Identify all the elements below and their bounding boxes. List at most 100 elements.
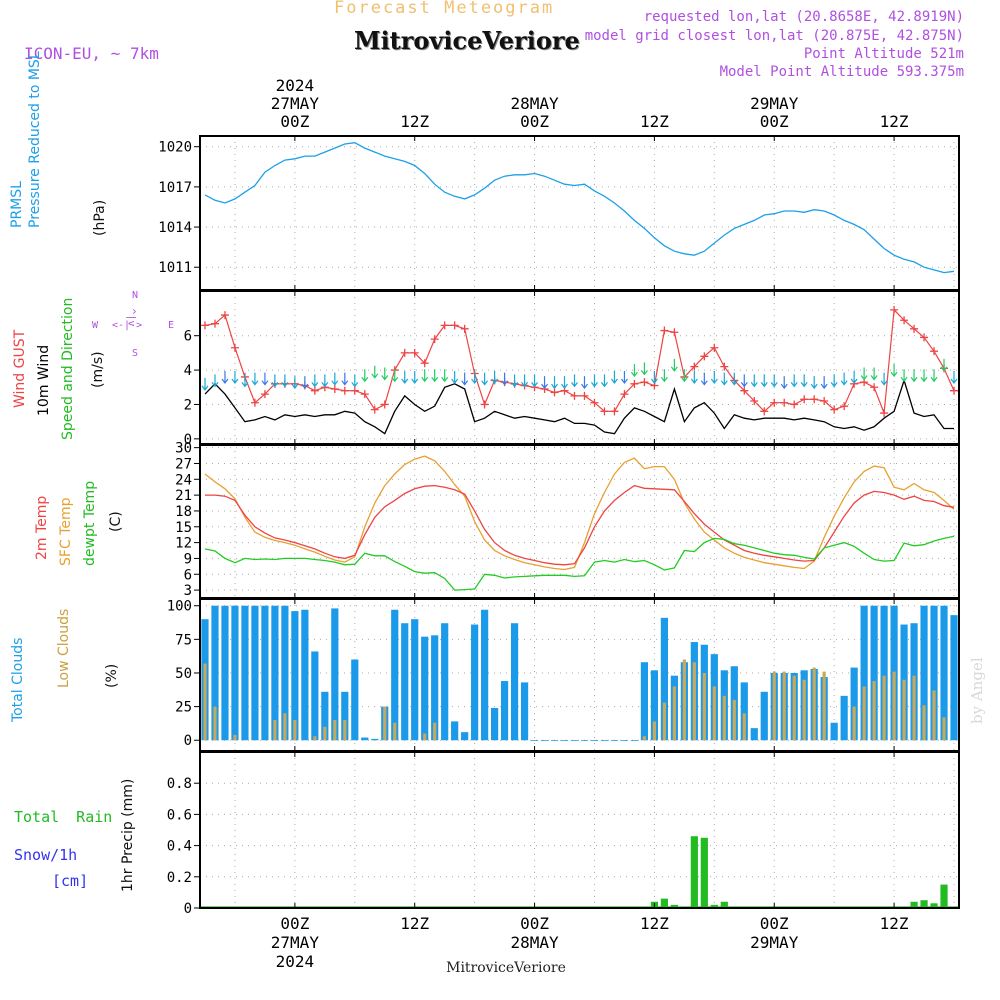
wind-direction-arrow	[860, 367, 868, 381]
wind-direction-arrow	[950, 370, 958, 384]
low-cloud-bar	[293, 720, 297, 741]
wind-direction-arrow	[760, 374, 768, 388]
y-tick-label: 75	[175, 632, 192, 648]
wind-direction-arrow	[780, 376, 788, 390]
total-cloud-bar	[221, 605, 229, 741]
wind-gust-marker	[790, 400, 799, 409]
total-cloud-bar	[391, 609, 399, 741]
wind-direction-arrow	[261, 372, 269, 386]
low-cloud-bar	[323, 726, 327, 741]
total-cloud-bar	[401, 623, 409, 741]
wind-gust-marker	[780, 398, 789, 407]
low-cloud-bar	[692, 662, 696, 741]
top-year-label: 2024	[276, 76, 315, 95]
y-tick-label: 1014	[158, 220, 192, 236]
wind-direction-arrow	[531, 374, 539, 388]
wind-gust-marker	[330, 384, 339, 393]
y-tick-label: 0	[184, 432, 192, 448]
low-cloud-bar	[393, 722, 397, 741]
low-cloud-bar	[313, 736, 317, 741]
wind-direction-arrow	[880, 372, 888, 386]
wind-gust-marker	[820, 397, 829, 406]
top-hour-label: 00Z	[280, 112, 309, 131]
wind-direction-arrow	[281, 374, 289, 388]
total-cloud-bar	[441, 623, 449, 741]
closest-coords: model grid closest lon,lat (20.875E, 42.…	[584, 28, 964, 44]
wind-gust-marker	[930, 347, 939, 356]
total-cloud-bar	[570, 740, 579, 742]
clouds-panel	[201, 605, 958, 742]
low-cloud-bar	[802, 679, 806, 741]
bottom-date-label: 27MAY	[271, 933, 320, 952]
precip-panel	[200, 836, 959, 909]
requested-coords: requested lon,lat (20.8658E, 42.8919N)	[643, 9, 964, 25]
wind-gust-marker	[950, 386, 959, 395]
wind-direction-arrow	[241, 374, 249, 388]
y-tick-label: 1020	[158, 140, 192, 156]
y-tick-label: 0.8	[167, 776, 192, 792]
low-cloud-bar	[812, 667, 816, 741]
low-cloud-bar	[822, 671, 826, 741]
wind-direction-arrow	[331, 372, 339, 386]
total-cloud-bar	[371, 738, 379, 741]
bottom-year-label: 2024	[276, 952, 315, 971]
total-cloud-bar	[530, 740, 539, 742]
wind-gust-marker	[370, 405, 379, 414]
y-tick-label: 4	[184, 363, 192, 379]
rain-bar	[930, 903, 938, 908]
total-cloud-bar	[630, 740, 639, 742]
y-tick-label: 24	[175, 472, 192, 488]
wind-gust-marker	[710, 343, 719, 352]
compass-s: S	[132, 348, 139, 359]
wind-gust-marker	[770, 398, 779, 407]
low-cloud-bar	[273, 720, 277, 741]
y-tick-label: 0.6	[167, 807, 192, 823]
wind-direction-arrow	[251, 372, 259, 386]
wind-gust-marker	[200, 321, 209, 330]
wind-direction-arrow	[551, 376, 559, 390]
wind-direction-arrow	[511, 374, 519, 388]
sfc-temp-line	[204, 455, 955, 571]
temperature-panel	[204, 455, 955, 591]
wind-direction-arrow	[690, 370, 698, 384]
low-cloud-bar	[772, 671, 776, 741]
low-cloud-bar	[682, 659, 686, 741]
total-cloud-bar	[830, 722, 838, 741]
compass-arrows-h: <-|->	[112, 320, 143, 331]
wind-direction-arrow	[660, 369, 668, 383]
wind-gust-marker	[810, 395, 819, 404]
wind-gust-marker	[600, 407, 609, 416]
total-cloud-bar	[241, 605, 249, 741]
wind-gust-marker	[480, 400, 489, 409]
wind-direction-arrow	[201, 377, 209, 391]
wind-direction-arrow	[341, 372, 349, 386]
wind-direction-arrow	[501, 372, 509, 386]
wind-gust-marker	[380, 400, 389, 409]
low-cloud-bar	[882, 675, 886, 741]
wind-direction-arrow	[381, 367, 389, 381]
total-cloud-bar	[491, 707, 499, 741]
wind-direction-arrow	[810, 376, 818, 390]
wind-gust-marker	[340, 386, 349, 395]
top-hour-label: 00Z	[520, 112, 549, 131]
total-cloud-bar	[411, 619, 419, 741]
wind-direction-arrow	[471, 370, 479, 384]
top-hour-label: 12Z	[400, 112, 429, 131]
low-cloud-bar	[932, 690, 936, 741]
wind-direction-arrow	[561, 376, 568, 390]
low-cloud-bar	[902, 679, 906, 741]
total-cloud-bar	[481, 609, 489, 741]
y-tick-label: 21	[175, 488, 192, 504]
panel-frame	[199, 135, 960, 291]
total-cloud-bar	[421, 636, 429, 741]
rain-bar	[720, 901, 728, 908]
total-cloud-bar	[620, 740, 629, 742]
wind-direction-arrow	[451, 370, 459, 384]
panel-frames	[199, 135, 960, 909]
meteogram-supertitle: Forecast Meteogram	[334, 0, 555, 18]
wind-speed-line	[204, 378, 954, 435]
low-cloud-bar	[782, 671, 786, 741]
total-cloud-bar	[251, 605, 259, 741]
total-cloud-bar	[261, 605, 269, 741]
